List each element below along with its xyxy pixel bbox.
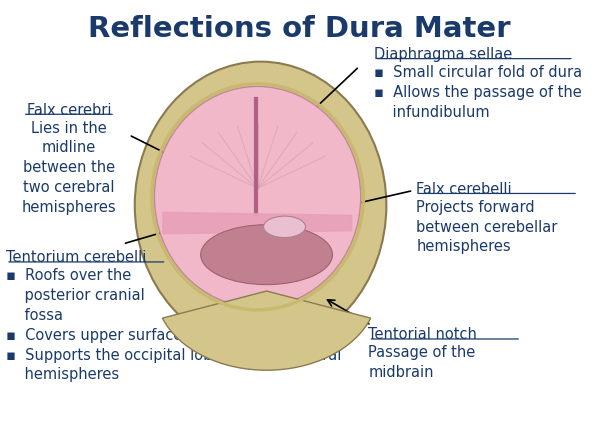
Text: ▪  Roofs over the
    posterior cranial
    fossa
▪  Covers upper surface of the: ▪ Roofs over the posterior cranial fossa… [6,268,341,382]
Text: Projects forward
between cerebellar
hemispheres: Projects forward between cerebellar hemi… [416,200,558,255]
Text: ▪  Small circular fold of dura
▪  Allows the passage of the
    infundibulum: ▪ Small circular fold of dura ▪ Allows t… [374,65,582,120]
Text: Diaphragma sellae: Diaphragma sellae [374,47,513,62]
Text: Lies in the
midline
between the
two cerebral
hemispheres: Lies in the midline between the two cere… [22,121,116,215]
Text: Passage of the
midbrain: Passage of the midbrain [368,345,476,380]
Ellipse shape [264,216,305,238]
Text: Tentorial notch: Tentorial notch [368,327,477,342]
Text: Falx cerebri: Falx cerebri [26,103,111,118]
Ellipse shape [135,62,386,349]
Text: Falx cerebelli: Falx cerebelli [416,182,512,197]
Text: Reflections of Dura Mater: Reflections of Dura Mater [88,15,511,43]
Ellipse shape [155,86,361,307]
Text: Tentorium cerebelli: Tentorium cerebelli [6,250,146,265]
Ellipse shape [201,225,332,285]
Wedge shape [162,291,371,370]
